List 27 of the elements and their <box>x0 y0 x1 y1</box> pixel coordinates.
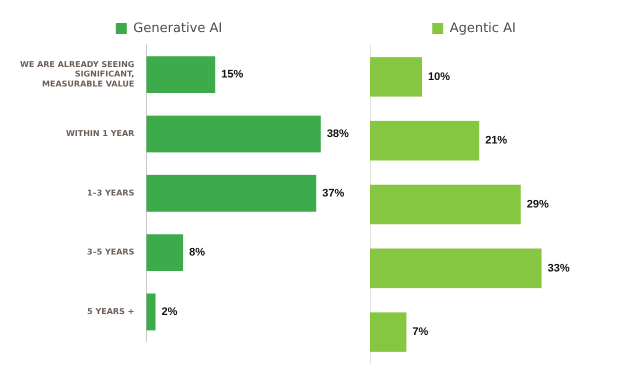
legend-label: Generative AI <box>133 20 222 36</box>
y-tick-label: 1–3 YEARS <box>87 188 135 198</box>
data-label: 7% <box>412 326 429 338</box>
bar <box>370 184 521 224</box>
data-label: 37% <box>322 187 344 200</box>
bar <box>146 294 156 330</box>
y-tick-label: 3–5 YEARS <box>87 248 135 257</box>
bar <box>370 57 422 97</box>
bar <box>146 56 216 94</box>
bar <box>370 120 480 160</box>
bar <box>146 174 316 212</box>
bar <box>370 248 542 288</box>
data-label: 33% <box>548 262 570 274</box>
data-label: 29% <box>526 198 550 211</box>
y-tick-label: 5 YEARS + <box>87 307 134 316</box>
y-tick-label: WITHIN 1 YEAR <box>66 129 134 138</box>
y-tick-label: WE ARE ALREADY SEEING SIGNIFICANT, MEASURABLE VALUE <box>20 60 134 88</box>
legend-label: Agentic AI <box>450 20 516 36</box>
data-label: 38% <box>326 128 350 140</box>
bar <box>146 234 184 272</box>
bar <box>146 116 321 152</box>
data-label: 10% <box>428 70 450 83</box>
data-label: 21% <box>485 134 508 147</box>
bar <box>370 312 406 352</box>
data-label: 8% <box>189 246 206 259</box>
data-label: 2% <box>162 306 178 318</box>
data-label: 15% <box>221 68 244 81</box>
